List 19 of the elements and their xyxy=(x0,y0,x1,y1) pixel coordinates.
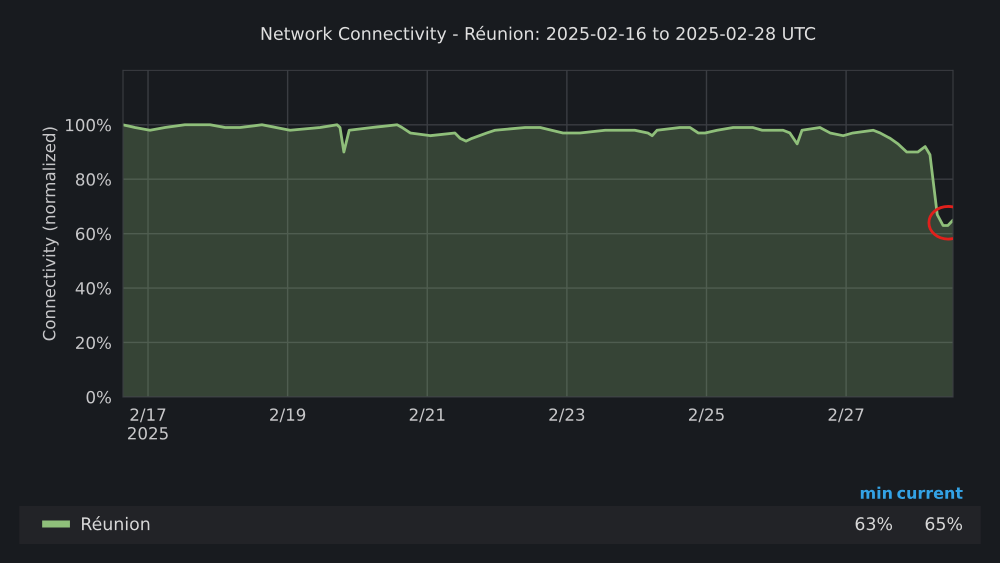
y-tick-label: 20% xyxy=(76,336,111,350)
text: current xyxy=(897,488,963,499)
x-tick-label: 2/19 xyxy=(270,408,306,422)
chart-title: Network Connectivity - Réunion: 2025-02-16 to 2025-02-28 UTC xyxy=(262,26,816,44)
text: min xyxy=(860,486,892,499)
x-tick-label: 2/27 xyxy=(828,408,864,422)
y-tick-label: 80% xyxy=(76,173,111,186)
y-tick-label: 60% xyxy=(76,228,111,240)
x-tick-label: 2/23 xyxy=(549,408,584,422)
legend-label: Réunion xyxy=(82,516,150,530)
text: 65% xyxy=(926,517,962,530)
y-tick-label: 100% xyxy=(66,118,111,132)
x-tick-label: 2/25 xyxy=(688,408,724,422)
y-axis-title: Connectivity (normalized) xyxy=(42,127,59,340)
x-tick-label: 2/17 2025 xyxy=(128,408,168,440)
y-tick-label: 0% xyxy=(86,390,111,404)
x-tick-label: 2/21 xyxy=(410,408,444,422)
y-tick-label: 40% xyxy=(76,282,111,295)
text: 63% xyxy=(856,517,892,530)
